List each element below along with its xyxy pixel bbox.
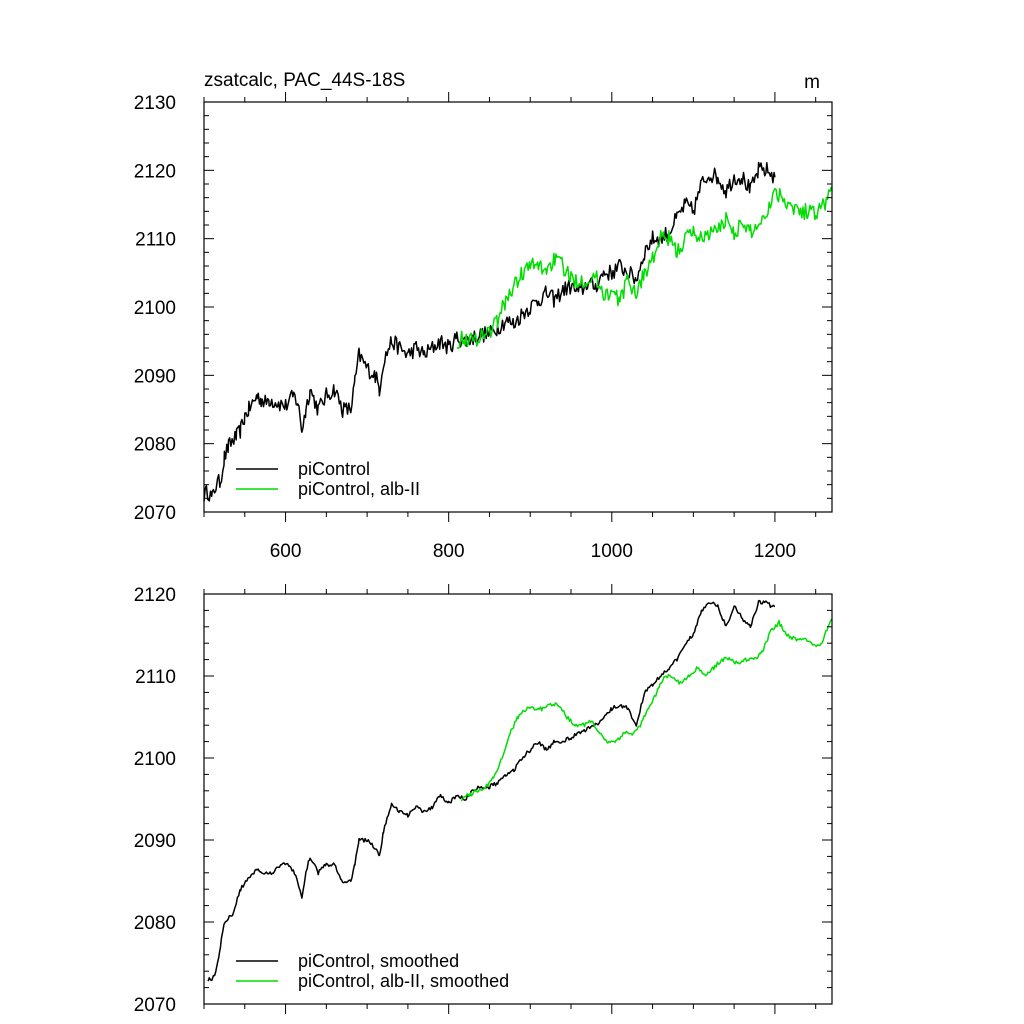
x-tick-label: 1000 [591,541,633,562]
y-tick-label: 2090 [134,366,176,387]
y-tick-label: 2110 [135,667,176,688]
y-tick-label: 2120 [134,161,176,182]
legend-label: piControl, smoothed [298,951,459,971]
y-tick-label: 2070 [134,995,176,1016]
series-line-picontrol [203,161,776,502]
y-tick-label: 2120 [134,585,176,606]
y-tick-label: 2100 [134,298,176,319]
y-tick-label: 2080 [134,435,176,456]
x-tick-label: 800 [433,541,465,562]
legend-label: piControl, alb-II [298,479,420,499]
units-label: m [804,72,820,93]
plot-frame [203,101,833,513]
y-tick-label: 2130 [134,93,176,114]
legend-label: piControl, alb-II, smoothed [298,971,509,991]
y-tick-label: 2100 [134,749,176,770]
x-tick-label: 600 [270,541,302,562]
series-line-alb-ii [456,186,833,349]
y-tick-label: 2110 [135,230,176,251]
bottom-chart-panel: 2070 2080 2090 2100 2110 2120 piControl, smoot… [134,584,833,1016]
top-chart-panel: zsatcalc, PAC_44S-18S m 2070 2080 2090 2100… [134,70,833,562]
y-tick-label: 2070 [134,503,176,524]
y-tick-label: 2080 [134,913,176,934]
series-line-picontrol [207,599,776,982]
chart-title: zsatcalc, PAC_44S-18S [204,70,405,91]
x-tick-label: 1200 [754,541,796,562]
y-tick-label: 2090 [134,831,176,852]
plot-frame [203,593,833,1005]
series-line-alb-ii [460,618,833,802]
legend-label: piControl [298,459,370,479]
